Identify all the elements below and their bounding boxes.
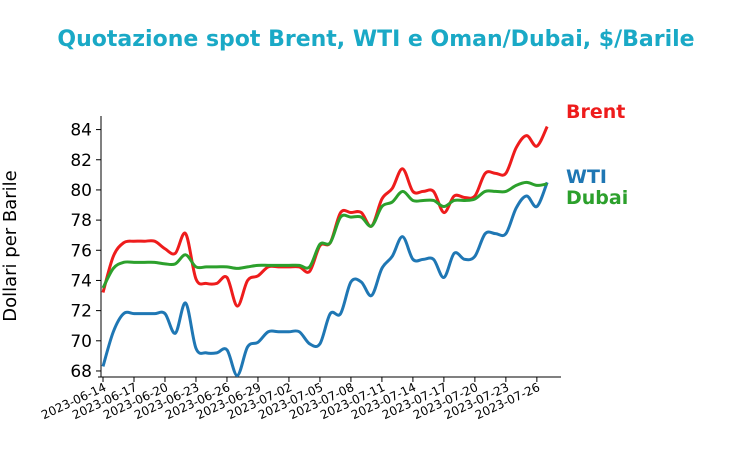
y-tick-label: 68 <box>70 362 92 382</box>
y-tick-label: 72 <box>70 302 92 322</box>
series-line <box>101 125 549 308</box>
legend-label: Brent <box>566 101 625 123</box>
legend-label: WTI <box>566 166 607 188</box>
y-axis-label: Dollari per Barile <box>0 170 21 322</box>
y-tick-label: 82 <box>70 151 92 171</box>
y-tick-label: 74 <box>70 271 92 291</box>
y-tick-label: 78 <box>70 211 92 231</box>
series-line <box>101 180 548 289</box>
legend-label: Dubai <box>566 187 628 209</box>
y-tick-label: 80 <box>70 181 92 201</box>
y-tick-label: 70 <box>70 332 92 352</box>
y-tick-label: 76 <box>70 241 92 261</box>
chart-title: Quotazione spot Brent, WTI e Oman/Dubai,… <box>57 27 694 52</box>
y-tick-label: 84 <box>70 121 92 141</box>
series-line <box>101 181 549 377</box>
